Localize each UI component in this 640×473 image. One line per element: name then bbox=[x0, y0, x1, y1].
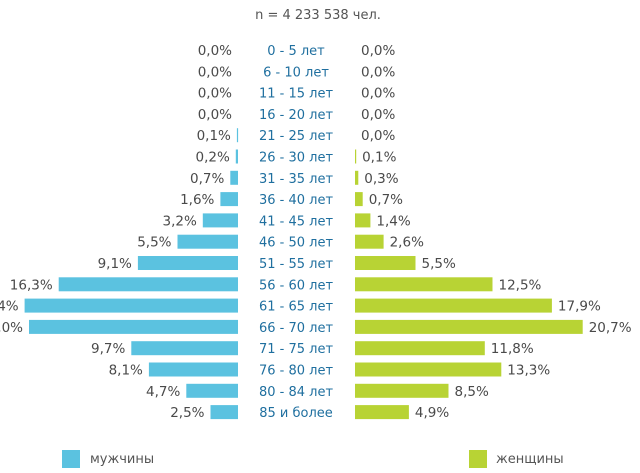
value-label-women: 11,8% bbox=[491, 341, 534, 357]
value-label-men: 8,1% bbox=[109, 363, 143, 379]
value-label-women: 0,0% bbox=[361, 43, 395, 59]
bar-men bbox=[202, 213, 238, 228]
bar-women bbox=[355, 170, 359, 185]
age-group-label: 56 - 60 лет bbox=[259, 278, 333, 293]
age-group-label: 36 - 40 лет bbox=[259, 193, 333, 208]
value-label-women: 0,1% bbox=[362, 150, 396, 166]
age-group-label: 0 - 5 лет bbox=[267, 44, 325, 59]
age-group-label: 80 - 84 лет bbox=[259, 385, 333, 400]
legend-swatch-women bbox=[469, 450, 487, 468]
bar-men bbox=[235, 149, 238, 164]
value-label-men: 5,5% bbox=[137, 235, 171, 251]
value-label-men: 9,1% bbox=[98, 256, 132, 272]
value-label-men: 4,7% bbox=[146, 384, 180, 400]
legend-label-women: женщины bbox=[496, 452, 564, 467]
value-label-men: 0,0% bbox=[198, 107, 232, 123]
bar-women bbox=[355, 383, 449, 398]
value-label-women: 13,3% bbox=[507, 363, 550, 379]
value-label-women: 17,9% bbox=[558, 299, 601, 315]
bar-women bbox=[355, 149, 357, 164]
bar-women bbox=[355, 341, 485, 356]
age-group-label: 41 - 45 лет bbox=[259, 214, 333, 229]
value-label-men: 0,2% bbox=[195, 150, 229, 166]
bar-men bbox=[131, 341, 238, 356]
value-label-women: 12,5% bbox=[499, 277, 542, 293]
value-label-women: 0,0% bbox=[361, 107, 395, 123]
value-label-women: 0,0% bbox=[361, 64, 395, 80]
bar-women bbox=[355, 362, 502, 377]
bar-men bbox=[137, 256, 238, 270]
value-label-men: 9,7% bbox=[91, 341, 125, 357]
legend-label-men: мужчины bbox=[90, 452, 154, 467]
age-group-label: 71 - 75 лет bbox=[259, 342, 333, 357]
bar-women bbox=[355, 256, 416, 270]
value-label-men: 0,0% bbox=[198, 43, 232, 59]
value-label-men: 0,0% bbox=[198, 64, 232, 80]
bar-men bbox=[29, 319, 238, 334]
value-label-women: 0,0% bbox=[361, 128, 395, 144]
value-label-women: 0,7% bbox=[369, 192, 403, 208]
bar-men bbox=[24, 298, 238, 313]
value-label-men: 2,5% bbox=[170, 405, 204, 421]
value-label-women: 20,7% bbox=[589, 320, 632, 336]
legend-swatch-men bbox=[62, 450, 80, 468]
bar-men bbox=[210, 405, 238, 420]
age-group-label: 6 - 10 лет bbox=[263, 65, 329, 80]
bar-men bbox=[230, 170, 238, 185]
value-label-women: 0,3% bbox=[364, 171, 398, 187]
age-group-label: 76 - 80 лет bbox=[259, 364, 333, 379]
age-group-label: 61 - 65 лет bbox=[259, 300, 333, 315]
value-label-women: 8,5% bbox=[455, 384, 489, 400]
value-label-men: 0,7% bbox=[190, 171, 224, 187]
bar-men bbox=[58, 277, 239, 292]
chart-subtitle: n = 4 233 538 чел. bbox=[255, 8, 381, 23]
bar-men bbox=[177, 234, 238, 249]
bar-men bbox=[186, 383, 238, 398]
bar-women bbox=[355, 192, 363, 207]
age-group-label: 51 - 55 лет bbox=[259, 257, 333, 272]
value-label-men: 16,3% bbox=[10, 277, 53, 293]
bar-men bbox=[220, 192, 238, 207]
bar-women bbox=[355, 213, 371, 228]
bar-women bbox=[355, 298, 552, 313]
chart-rows: 0 - 5 лет 0,0% 0,0% 6 - 10 лет 0,0% 0,0% 11 - … bbox=[0, 43, 632, 421]
value-label-women: 0,0% bbox=[361, 86, 395, 102]
value-label-men: 3,2% bbox=[162, 213, 196, 229]
bar-women bbox=[355, 319, 583, 334]
value-label-women: 2,6% bbox=[390, 235, 424, 251]
age-group-label: 31 - 35 лет bbox=[259, 172, 333, 187]
bar-women bbox=[355, 277, 493, 292]
age-group-label: 26 - 30 лет bbox=[259, 151, 333, 166]
bar-men bbox=[236, 128, 239, 143]
legend: мужчины женщины bbox=[62, 450, 564, 468]
value-label-men: 1,6% bbox=[180, 192, 214, 208]
age-group-label: 46 - 50 лет bbox=[259, 236, 333, 251]
value-label-women: 5,5% bbox=[422, 256, 456, 272]
bar-women bbox=[355, 234, 384, 249]
value-label-men: 19,4% bbox=[0, 299, 19, 315]
age-group-label: 66 - 70 лет bbox=[259, 321, 333, 336]
bar-men bbox=[148, 362, 238, 377]
value-label-women: 4,9% bbox=[415, 405, 449, 421]
value-label-men: 19,0% bbox=[0, 320, 23, 336]
value-label-women: 1,4% bbox=[376, 213, 410, 229]
age-group-label: 85 и более bbox=[259, 406, 333, 421]
age-group-label: 16 - 20 лет bbox=[259, 108, 333, 123]
value-label-men: 0,0% bbox=[198, 86, 232, 102]
bar-women bbox=[355, 405, 409, 420]
value-label-men: 0,1% bbox=[197, 128, 231, 144]
age-group-label: 21 - 25 лет bbox=[259, 129, 333, 144]
age-group-label: 11 - 15 лет bbox=[259, 87, 333, 102]
